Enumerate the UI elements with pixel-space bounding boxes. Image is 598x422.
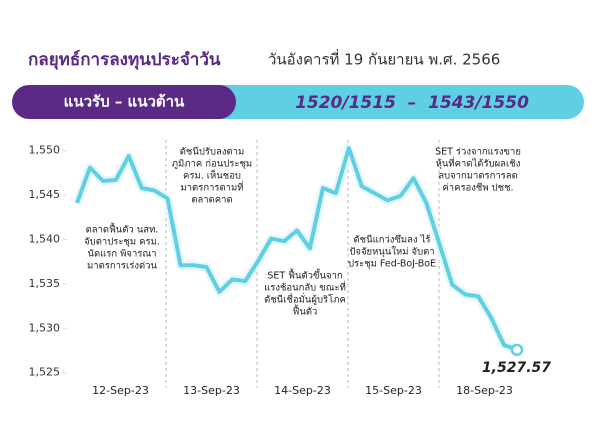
x-tick-label: 13-Sep-23 — [183, 384, 240, 397]
value-label: 1,527.57 — [482, 360, 551, 376]
y-tick-label: 1,535 — [29, 277, 61, 290]
y-tick-label: 1,550 — [29, 144, 61, 157]
x-tick-label: 15-Sep-23 — [365, 384, 422, 397]
annotation: ดัชนีปรับลงตาม — [180, 146, 245, 158]
y-tick-label: 1,525 — [29, 366, 61, 379]
banner-pill — [12, 85, 236, 119]
annotation: หุ้นที่คาดได้รับผลเชิง — [436, 157, 521, 170]
banner-label: แนวรับ – แนวต้าน — [64, 93, 185, 111]
annotation: ดัชนีแกว่งซึมลง ไร้ — [353, 234, 430, 246]
annotation: ดัชนีเชื่อมั่นผู้บริโภค — [264, 293, 346, 306]
annotation: ตลาดคาด — [191, 195, 232, 206]
annotation: นัดแรก พิจารณา — [87, 249, 156, 260]
annotation: SET ฟื้นตัวขึ้นจาก — [267, 269, 342, 282]
annotation: ฟื้นตัว — [292, 305, 317, 318]
price-line — [75, 146, 518, 352]
annotation: ภูมิภาค ก่อนประชุม — [172, 159, 252, 170]
end-point — [510, 343, 524, 357]
annotation: ปัจจัยหนุนใหม่ จับตา — [349, 246, 434, 258]
x-tick-label: 18-Sep-23 — [456, 384, 513, 397]
banner-bar — [180, 85, 584, 119]
annotation: ตลาดฟื้นตัว นสท. — [86, 223, 159, 236]
y-tick-label: 1,545 — [29, 188, 61, 201]
x-tick-label: 12-Sep-23 — [92, 384, 149, 397]
annotation: มาตรการเร่งด่วน — [87, 261, 158, 272]
annotation: ค่าครองชีพ ปชช. — [442, 182, 513, 194]
chart-title: กลยุทธ์การลงทุนประจำวัน — [28, 49, 221, 70]
annotation: SET ร่วงจากแรงขาย — [435, 147, 521, 158]
annotation: แรงช้อนกลับ ขณะที่ — [264, 281, 346, 294]
annotation: ลบจากมาตรการลด — [438, 171, 518, 182]
y-tick-label: 1,540 — [29, 232, 61, 245]
annotation: ครม. เห็นชอบ — [183, 169, 241, 182]
chart-subtitle: วันอังคารที่ 19 กันยายน พ.ศ. 2566 — [268, 49, 500, 69]
annotation: มาตรการตามที่ — [180, 181, 243, 194]
y-tick-label: 1,530 — [29, 321, 61, 334]
annotation: จับตาประชุม ครม. — [84, 237, 160, 248]
x-tick-label: 14-Sep-23 — [274, 384, 331, 397]
annotation: ประชุม Fed-BoJ-BoE — [348, 259, 436, 270]
banner-value: 1520/1515 – 1543/1550 — [295, 93, 529, 113]
